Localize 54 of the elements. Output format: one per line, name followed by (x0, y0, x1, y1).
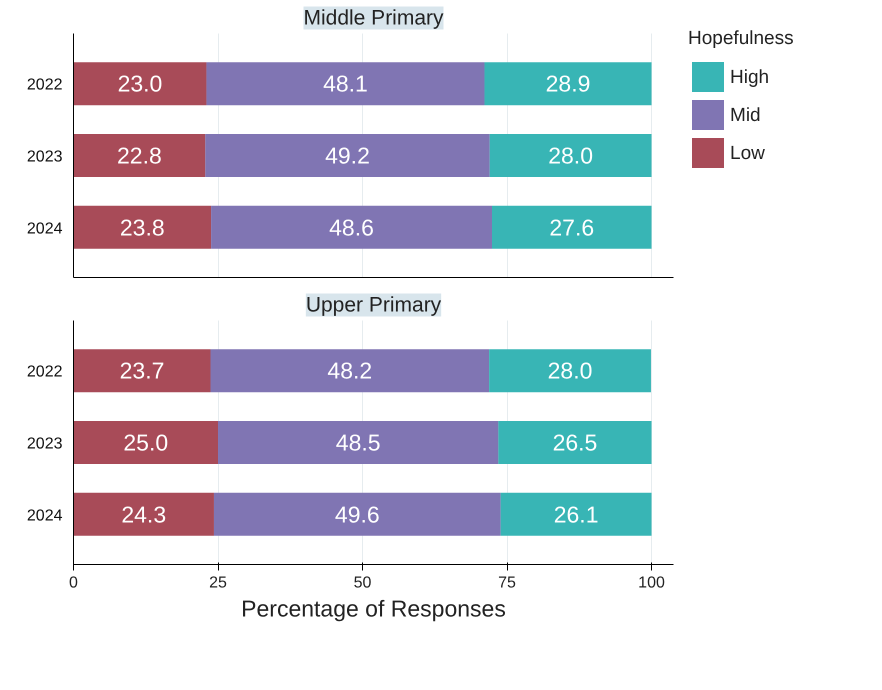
y-tick-label: 2022 (26, 364, 63, 381)
x-tick-label: 50 (354, 574, 372, 592)
y-tick-label: 2023 (26, 436, 63, 452)
y-tick-label: 2023 (26, 148, 63, 166)
bar (205, 134, 490, 178)
bar (490, 134, 652, 178)
bar (498, 420, 652, 464)
bar (206, 62, 484, 106)
legend-label: High (730, 66, 770, 90)
data-label: 48.5 (336, 430, 381, 456)
data-label: 49.6 (334, 501, 380, 528)
bar (218, 420, 498, 464)
legend-title: Hopefulness (688, 27, 794, 51)
legend-label: Mid (730, 104, 761, 128)
x-tick-label: 100 (638, 574, 665, 592)
data-label: 48.1 (323, 70, 368, 97)
bar (489, 349, 651, 392)
data-label: 25.0 (123, 430, 168, 456)
data-label: 23.0 (118, 70, 162, 97)
bar (74, 349, 210, 392)
bar (211, 206, 492, 249)
bar (74, 492, 214, 536)
bar (74, 62, 206, 106)
data-label: 49.2 (325, 142, 370, 168)
bar (210, 349, 490, 392)
y-tick-label: 2024 (26, 220, 63, 238)
data-label: 27.6 (549, 214, 594, 240)
x-tick-label: 25 (209, 574, 228, 592)
bar (484, 62, 652, 106)
x-tick-label: 0 (69, 574, 78, 592)
bar (74, 206, 212, 249)
bar (74, 420, 218, 464)
data-label: 28.9 (546, 70, 590, 97)
x-tick-label: 75 (498, 574, 516, 592)
data-label: 48.6 (329, 214, 374, 240)
y-tick-label: 2022 (26, 76, 63, 94)
bar (74, 134, 206, 178)
legend-label: Low (730, 142, 765, 166)
y-tick-label: 2024 (26, 507, 63, 524)
bar (500, 492, 652, 536)
data-label: 24.3 (121, 501, 166, 528)
data-label: 28.0 (548, 142, 593, 168)
chart-title: Middle Primary (303, 6, 444, 30)
bar (492, 206, 652, 249)
data-label: 48.2 (327, 358, 372, 384)
x-axis-title: Percentage of Responses (241, 596, 506, 622)
data-label: 22.8 (117, 142, 162, 168)
chart-title: Upper Primary (306, 294, 442, 316)
bar (214, 492, 501, 536)
data-label: 23.8 (120, 214, 165, 240)
data-label: 26.5 (552, 430, 598, 456)
data-label: 23.7 (120, 358, 164, 384)
data-label: 26.1 (554, 501, 598, 528)
data-label: 28.0 (548, 358, 592, 384)
